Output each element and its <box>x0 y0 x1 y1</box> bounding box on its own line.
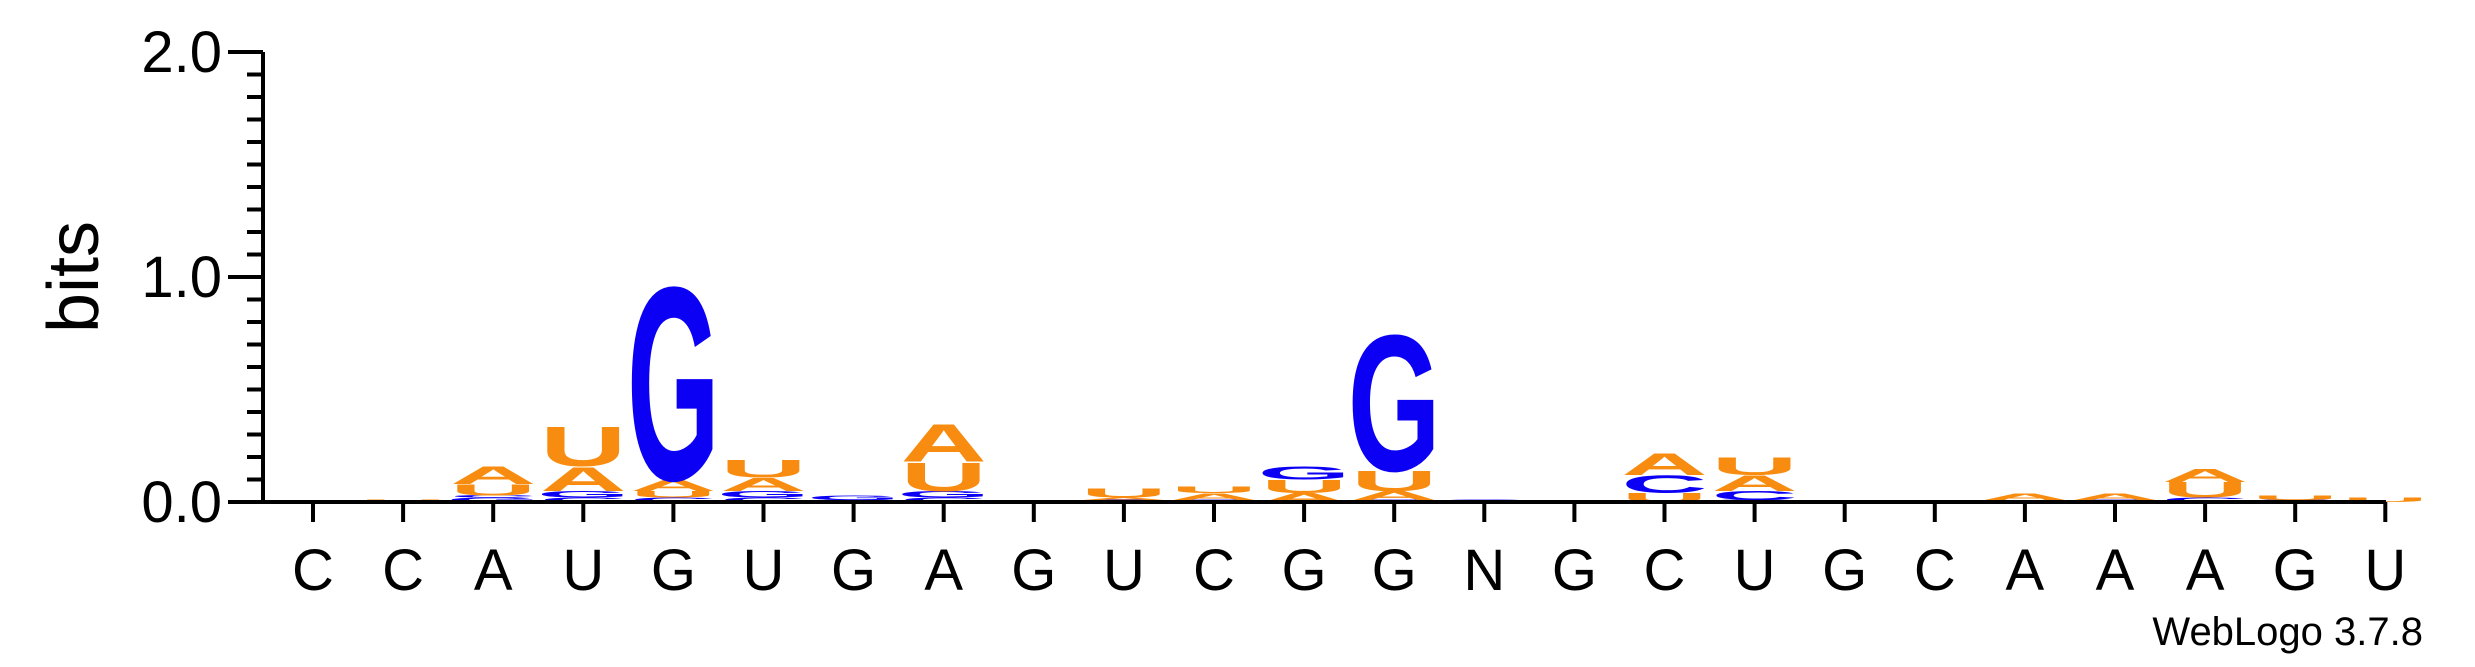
logo-letter-A: A <box>901 413 987 473</box>
x-position-label: G <box>1372 538 1417 603</box>
logo-letter-G: G <box>807 494 900 501</box>
logo-letter-U: U <box>1171 484 1257 495</box>
logo-letter-A: A <box>1351 488 1437 502</box>
y-tick-label: 2.0 <box>141 20 222 85</box>
x-position-label: U <box>1734 538 1776 603</box>
logo-letter-G: G <box>717 489 810 500</box>
x-position-label: U <box>743 538 785 603</box>
x-position-label: G <box>831 538 876 603</box>
x-position-label: C <box>292 538 334 603</box>
logo-letter-A: A <box>720 474 806 495</box>
logo-letter-U: U <box>450 481 536 499</box>
logo-letter-A: A <box>1081 497 1167 500</box>
logo-letter-A: A <box>450 462 536 490</box>
x-position-label: U <box>1103 538 1145 603</box>
y-ticks: 0.0 1.0 2.0 <box>141 20 263 535</box>
logo-letter-C: C <box>901 496 987 503</box>
logo-letter-C: C <box>1621 471 1707 499</box>
logo-letter-U: U <box>2342 496 2428 503</box>
x-position-label: A <box>924 538 963 603</box>
x-position-label: A <box>2186 538 2225 603</box>
logo-letter-G: G <box>897 489 990 500</box>
x-position-label: C <box>382 538 424 603</box>
x-position-label: A <box>2096 538 2135 603</box>
logo-letter-U: U <box>901 454 987 500</box>
logo-letter-A: A <box>1621 447 1707 482</box>
x-position-label: C <box>1914 538 1956 603</box>
logo-letter-G: G <box>1348 296 1441 513</box>
logo-letter-G: G <box>537 489 630 500</box>
logo-letter-U: U <box>1711 453 1797 481</box>
logo-letter-A: A <box>1982 491 2068 502</box>
x-position-label: G <box>2273 538 2318 603</box>
x-position-label: G <box>1011 538 1056 603</box>
logo-letter-U: U <box>1351 465 1437 497</box>
x-position-label: C <box>1644 538 1686 603</box>
y-minor-ticks <box>247 72 263 482</box>
x-position-label: G <box>1822 538 1867 603</box>
logo-letter-A: A <box>2072 491 2158 502</box>
weblogo-credit: WebLogo 3.7.8 <box>2152 610 2423 654</box>
logo-letter-G: G <box>627 230 720 539</box>
logo-letter-C: C <box>540 496 626 503</box>
logo-letter-U: U <box>1081 486 1167 500</box>
logo-letter-U: U <box>630 489 716 500</box>
y-tick-label: 1.0 <box>141 245 222 310</box>
logo-letter-C: C <box>720 496 806 503</box>
y-tick-label: 0.0 <box>141 470 222 535</box>
logo-letter-G: G <box>447 496 540 503</box>
x-position-label: C <box>1193 538 1235 603</box>
x-position-label: U <box>2364 538 2406 603</box>
x-position-label: U <box>562 538 604 603</box>
x-ticks <box>311 502 2388 522</box>
logo-letter-A: A <box>540 459 626 498</box>
x-position-label: A <box>2006 538 2045 603</box>
x-position-label: A <box>474 538 513 603</box>
x-position-label: G <box>651 538 696 603</box>
logo-letter-G: G <box>1258 463 1351 484</box>
logo-letter-A: A <box>1711 471 1797 496</box>
logo-letter-C: C <box>2162 496 2248 503</box>
logo-letter-U: U <box>720 455 806 483</box>
logo-letter-A: A <box>1171 491 1257 502</box>
x-position-label: G <box>1282 538 1327 603</box>
y-axis-title: bits <box>34 221 114 333</box>
logo-letter-C: C <box>630 496 716 503</box>
logo-letter-C: C <box>1711 488 1797 502</box>
logo-letter-U: U <box>2252 494 2338 501</box>
logo-letter-A: A <box>630 477 716 495</box>
logo-letter-U: U <box>2162 478 2248 503</box>
x-position-label: G <box>1552 538 1597 603</box>
logo-letter-U: U <box>540 415 626 479</box>
logo-letter-C: C <box>450 495 536 498</box>
logo-letter-A: A <box>2162 465 2248 486</box>
logo-letter-U: U <box>1261 476 1347 497</box>
x-position-label: N <box>1463 538 1505 603</box>
